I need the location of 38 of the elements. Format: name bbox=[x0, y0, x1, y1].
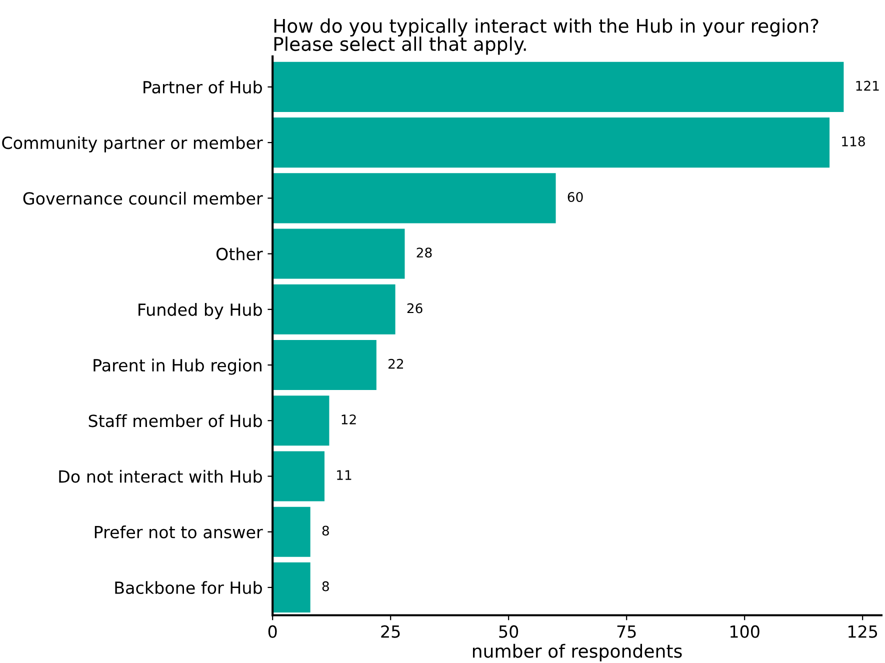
x-tick-label: 100 bbox=[730, 625, 760, 638]
y-tick-label: Parent in Hub region bbox=[94, 358, 262, 375]
bar bbox=[272, 284, 396, 334]
bar bbox=[272, 228, 405, 279]
x-tick-label: 0 bbox=[268, 625, 277, 638]
y-tick-label: Backbone for Hub bbox=[115, 581, 262, 594]
bar bbox=[272, 396, 330, 446]
y-tick-label: Funded by Hub bbox=[138, 303, 262, 320]
data-label: 8 bbox=[322, 526, 329, 536]
data-label: 22 bbox=[388, 358, 403, 369]
bar bbox=[272, 340, 376, 390]
y-tick-label: Community partner or member bbox=[2, 136, 263, 152]
bar bbox=[272, 451, 324, 502]
x-tick-label: 125 bbox=[848, 625, 878, 638]
data-label: 121 bbox=[856, 80, 879, 91]
bar bbox=[272, 62, 844, 112]
data-label: 60 bbox=[568, 192, 583, 202]
data-label: 26 bbox=[407, 303, 422, 314]
y-tick-label: Other bbox=[216, 247, 263, 260]
bar bbox=[272, 562, 310, 612]
x-axis-title: number of respondents bbox=[472, 644, 682, 662]
x-tick-label: 50 bbox=[499, 625, 518, 638]
data-label: 11 bbox=[337, 470, 352, 480]
y-tick-label: Staff member of Hub bbox=[88, 414, 262, 428]
y-tick-label: Prefer not to answer bbox=[94, 526, 263, 538]
bar bbox=[272, 118, 830, 168]
data-label: 28 bbox=[416, 248, 432, 258]
chart-title: How do you typically interact with the Hub in your region? Please select all that apply. bbox=[274, 18, 818, 55]
data-label: 12 bbox=[342, 414, 356, 424]
y-tick-label: Governance council member bbox=[23, 192, 263, 205]
y-tick-label: Partner of Hub bbox=[144, 80, 262, 94]
x-tick-label: 75 bbox=[617, 626, 636, 638]
data-label: 8 bbox=[322, 581, 329, 592]
bar bbox=[272, 506, 310, 557]
bar bbox=[272, 173, 556, 224]
x-tick-label: 25 bbox=[381, 625, 400, 638]
y-tick-label: Do not interact with Hub bbox=[59, 470, 262, 483]
data-label: 118 bbox=[842, 136, 865, 146]
